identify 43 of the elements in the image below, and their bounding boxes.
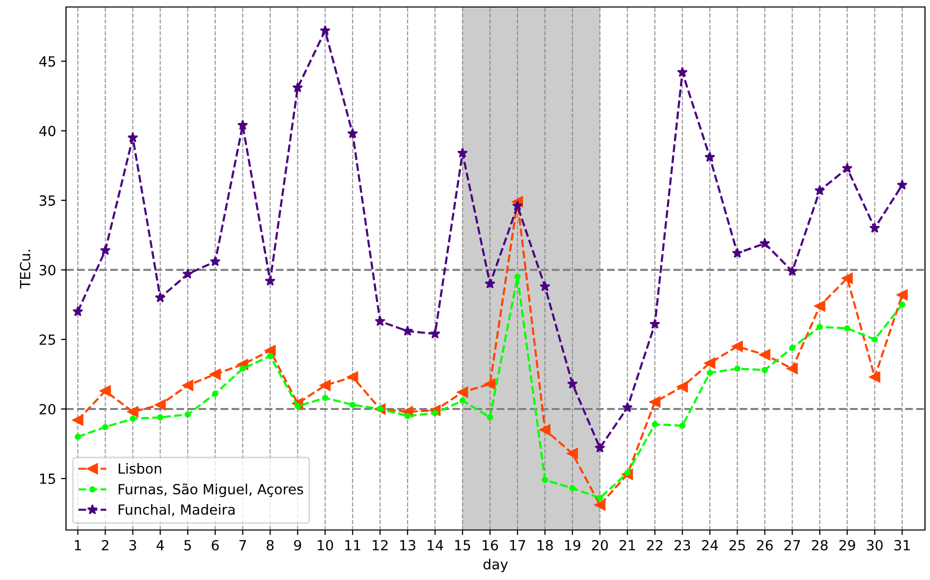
- x-tick-label: 17: [510, 540, 526, 550]
- x-tick-label: 12: [372, 540, 388, 550]
- x-tick-label: 10: [318, 540, 334, 550]
- x-tick-label: 5: [184, 540, 191, 550]
- x-tick-label: 26: [756, 540, 773, 550]
- x-tick-label: 4: [156, 540, 164, 550]
- y-tick-label: 25: [40, 334, 56, 345]
- x-tick-label: 15: [455, 540, 470, 550]
- y-tick-label: 15: [40, 474, 56, 484]
- x-tick-label: 23: [674, 540, 690, 550]
- x-tick-label: 7: [239, 540, 246, 550]
- x-tick-label: 30: [866, 540, 883, 550]
- legend-label: Lisbon: [118, 463, 162, 474]
- x-tick-label: 16: [482, 540, 498, 550]
- x-tick-label: 6: [212, 540, 219, 550]
- x-tick-label: 31: [894, 540, 910, 550]
- x-tick-label: 8: [266, 540, 274, 550]
- x-tick-label: 3: [129, 540, 136, 550]
- y-axis-title: TECu.: [20, 250, 30, 289]
- legend-label: Furnas, São Miguel, Açores: [118, 483, 304, 498]
- y-tick-label: 30: [40, 264, 56, 276]
- x-tick-label: 9: [294, 540, 302, 550]
- x-tick-label: 24: [702, 540, 718, 550]
- y-tick-label: 40: [39, 126, 56, 136]
- x-tick-label: 1: [74, 540, 81, 550]
- x-axis-title: day: [483, 558, 508, 572]
- y-tick-label: 35: [40, 195, 56, 206]
- x-tick-label: 27: [784, 540, 800, 550]
- x-tick-label: 25: [730, 540, 745, 550]
- x-tick-label: 11: [345, 540, 360, 550]
- x-tick-label: 18: [538, 540, 553, 550]
- x-tick-label: 21: [620, 540, 635, 550]
- x-tick-label: 19: [565, 540, 580, 550]
- x-tick-label: 2: [102, 540, 108, 550]
- legend-label: Funchal, Madeira: [118, 504, 235, 516]
- x-tick-label: 29: [839, 540, 856, 550]
- y-tick-label: 20: [40, 404, 56, 414]
- x-tick-label: 20: [592, 540, 608, 550]
- y-tick-label: 45: [39, 56, 56, 67]
- x-tick-label: 13: [400, 540, 416, 550]
- x-tick-label: 14: [428, 540, 444, 550]
- x-tick-label: 28: [812, 540, 828, 550]
- x-tick-label: 22: [647, 540, 662, 550]
